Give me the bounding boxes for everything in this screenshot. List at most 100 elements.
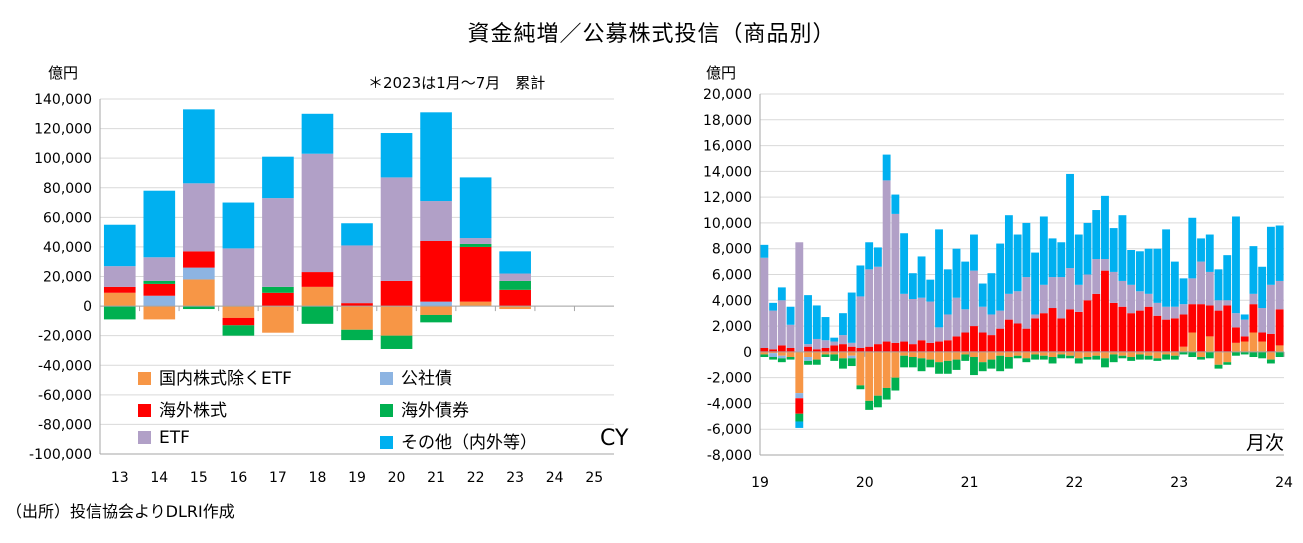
bar-segment-etf: [1266, 284, 1275, 334]
bar-segment-domestic: [499, 306, 531, 310]
bar-segment-domestic: [1205, 336, 1214, 352]
bar-segment-domestic: [1275, 345, 1284, 352]
x-tick-label: 15: [190, 470, 208, 486]
bar-segment-etf: [301, 153, 334, 273]
bar-segment-foreignbond: [900, 355, 909, 368]
bar-segment-foreignbond: [1275, 351, 1284, 358]
y-tick-label: 12,000: [703, 190, 752, 206]
bar-segment-foreignbond: [1240, 351, 1249, 355]
bar-segment-foreignbond: [961, 354, 970, 361]
legend-swatch: [380, 436, 393, 449]
x-tick-label: 13: [111, 470, 129, 486]
bar-segment-etf: [499, 273, 531, 281]
y-tick-label: 0: [83, 299, 92, 315]
legend-item-etf: ETF: [138, 428, 190, 448]
bar-segment-domestic: [873, 351, 882, 396]
bar-segment-foreign: [103, 286, 136, 293]
bar-segment-foreign: [1249, 304, 1258, 333]
bar-segment-foreign: [1101, 270, 1109, 352]
bar-segment-foreign: [856, 347, 865, 352]
bar-segment-other: [1039, 216, 1048, 285]
bar-segment-domestic: [961, 351, 970, 355]
bar-segment-etf: [1275, 280, 1284, 310]
bar-segment-other: [873, 247, 882, 267]
bar-segment-other: [1092, 210, 1101, 260]
bar-segment-etf: [1013, 291, 1022, 324]
bar-segment-other: [1074, 234, 1083, 285]
y-tick-label: 18,000: [703, 113, 752, 129]
bar-segment-etf: [882, 180, 891, 342]
bar-segment-etf: [1197, 261, 1205, 305]
bar-segment-foreignbond: [1258, 351, 1267, 359]
bar-segment-foreignbond: [183, 306, 215, 310]
bar-segment-etf: [978, 306, 987, 333]
x-tick-label: 18: [309, 470, 327, 486]
bar-segment-other: [301, 113, 334, 154]
bar-segment-foreignbond: [1188, 351, 1197, 358]
bar-segment-etf: [786, 324, 795, 348]
bar-segment-foreignbond: [1249, 351, 1258, 358]
bar-segment-domestic: [1031, 351, 1040, 355]
bar-segment-other: [777, 287, 786, 301]
bar-segment-foreignbond: [1039, 355, 1048, 360]
y-tick-label: -20,000: [38, 329, 92, 345]
bar-segment-etf: [1179, 304, 1188, 315]
bar-segment-other: [760, 244, 769, 258]
bar-segment-domestic: [830, 351, 839, 355]
bar-segment-domestic: [865, 351, 874, 401]
bar-segment-domestic: [1013, 351, 1022, 356]
bar-segment-foreign: [262, 292, 294, 307]
bar-segment-foreignbond: [786, 357, 795, 360]
bar-segment-domestic: [970, 351, 978, 358]
bar-segment-other: [943, 269, 952, 315]
y-tick-label: 20,000: [43, 270, 92, 286]
bar-segment-domestic: [1083, 351, 1092, 358]
bar-segment-foreignbond: [262, 286, 294, 293]
bar-segment-etf: [769, 310, 778, 350]
bar-segment-domestic: [882, 351, 891, 388]
bar-segment-foreignbond: [891, 377, 900, 391]
bar-segment-domestic: [301, 286, 334, 307]
bar-segment-foreignbond: [1057, 354, 1066, 359]
bar-segment-domestic: [222, 306, 255, 318]
bar-segment-other: [262, 156, 294, 199]
bar-segment-foreignbond: [1022, 358, 1031, 363]
bar-segment-other: [1057, 242, 1066, 278]
bar-segment-foreignbond: [987, 359, 996, 369]
x-tick-label: 19: [348, 470, 366, 486]
bar-segment-foreign: [917, 340, 926, 352]
bar-segment-foreign: [769, 349, 778, 352]
bar-segment-etf: [952, 297, 961, 337]
legend-item-domestic: 国内株式除くETF: [138, 364, 292, 389]
x-tick-label: 17: [269, 470, 287, 486]
bar-segment-foreignbond: [847, 358, 856, 367]
bar-segment-domestic: [1162, 351, 1171, 355]
bar-segment-domestic: [804, 351, 812, 358]
bar-segment-domestic: [1118, 351, 1127, 356]
bar-segment-domestic: [1266, 351, 1275, 360]
bar-segment-foreign: [900, 341, 909, 352]
bar-segment-etf: [1092, 259, 1101, 294]
bar-segment-domestic: [821, 351, 830, 355]
bar-segment-etf: [1205, 271, 1214, 306]
bar-segment-foreignbond: [908, 357, 917, 368]
legend-swatch: [380, 404, 393, 417]
bar-segment-foreignbond: [830, 354, 839, 361]
bar-segment-foreignbond: [1179, 351, 1188, 355]
bar-segment-foreign: [1179, 314, 1188, 347]
bar-segment-other: [769, 302, 778, 311]
bar-segment-other: [1153, 248, 1162, 303]
bar-segment-etf: [1214, 300, 1223, 311]
bar-segment-foreignbond: [856, 385, 865, 390]
bar-segment-foreign: [987, 335, 996, 352]
bar-segment-domestic: [786, 351, 795, 358]
legend-item-corpbond: 公社債: [380, 364, 452, 389]
bar-segment-etf: [103, 266, 136, 287]
x-tick-label: 22: [467, 470, 485, 486]
bar-segment-foreignbond: [1074, 358, 1083, 364]
bar-segment-foreignbond: [222, 325, 255, 336]
bar-segment-foreignbond: [1048, 357, 1057, 364]
bar-segment-other: [1101, 195, 1109, 260]
bar-segment-foreignbond: [1004, 357, 1013, 369]
bar-segment-foreignbond: [873, 395, 882, 408]
